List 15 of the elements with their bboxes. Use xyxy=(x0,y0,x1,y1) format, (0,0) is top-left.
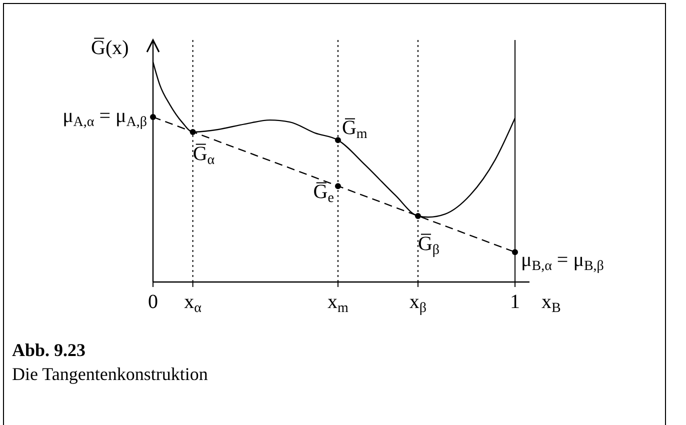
annotation: μ$_{B,α}$ = μ$_{B,β}$ xyxy=(521,249,604,274)
x-axis-title: x$_{B}$ xyxy=(541,291,561,316)
x-tick-label: 1 xyxy=(510,291,520,313)
annotation: G̅$_{β}$ xyxy=(418,233,440,258)
x-tick-label: x$_{m}$ xyxy=(328,291,349,316)
x-tick-label: 0 xyxy=(148,291,158,313)
annotation: μ$_{A,α}$ = μ$_{A,β}$ xyxy=(62,105,147,130)
annotation: G̅$_{e}$ xyxy=(313,181,334,206)
x-tick-label: x$_{β}$ xyxy=(409,291,427,316)
annotation: G̅$_{m}$ xyxy=(342,117,368,142)
y-axis-title: G̅(x) xyxy=(91,37,129,59)
annotation: G̅$_{α}$ xyxy=(192,142,216,168)
text: Die Tangentenkonstruktion xyxy=(12,364,208,384)
text: Abb. 9.23 xyxy=(12,340,86,360)
x-tick-label: x$_{α}$ xyxy=(184,291,202,316)
